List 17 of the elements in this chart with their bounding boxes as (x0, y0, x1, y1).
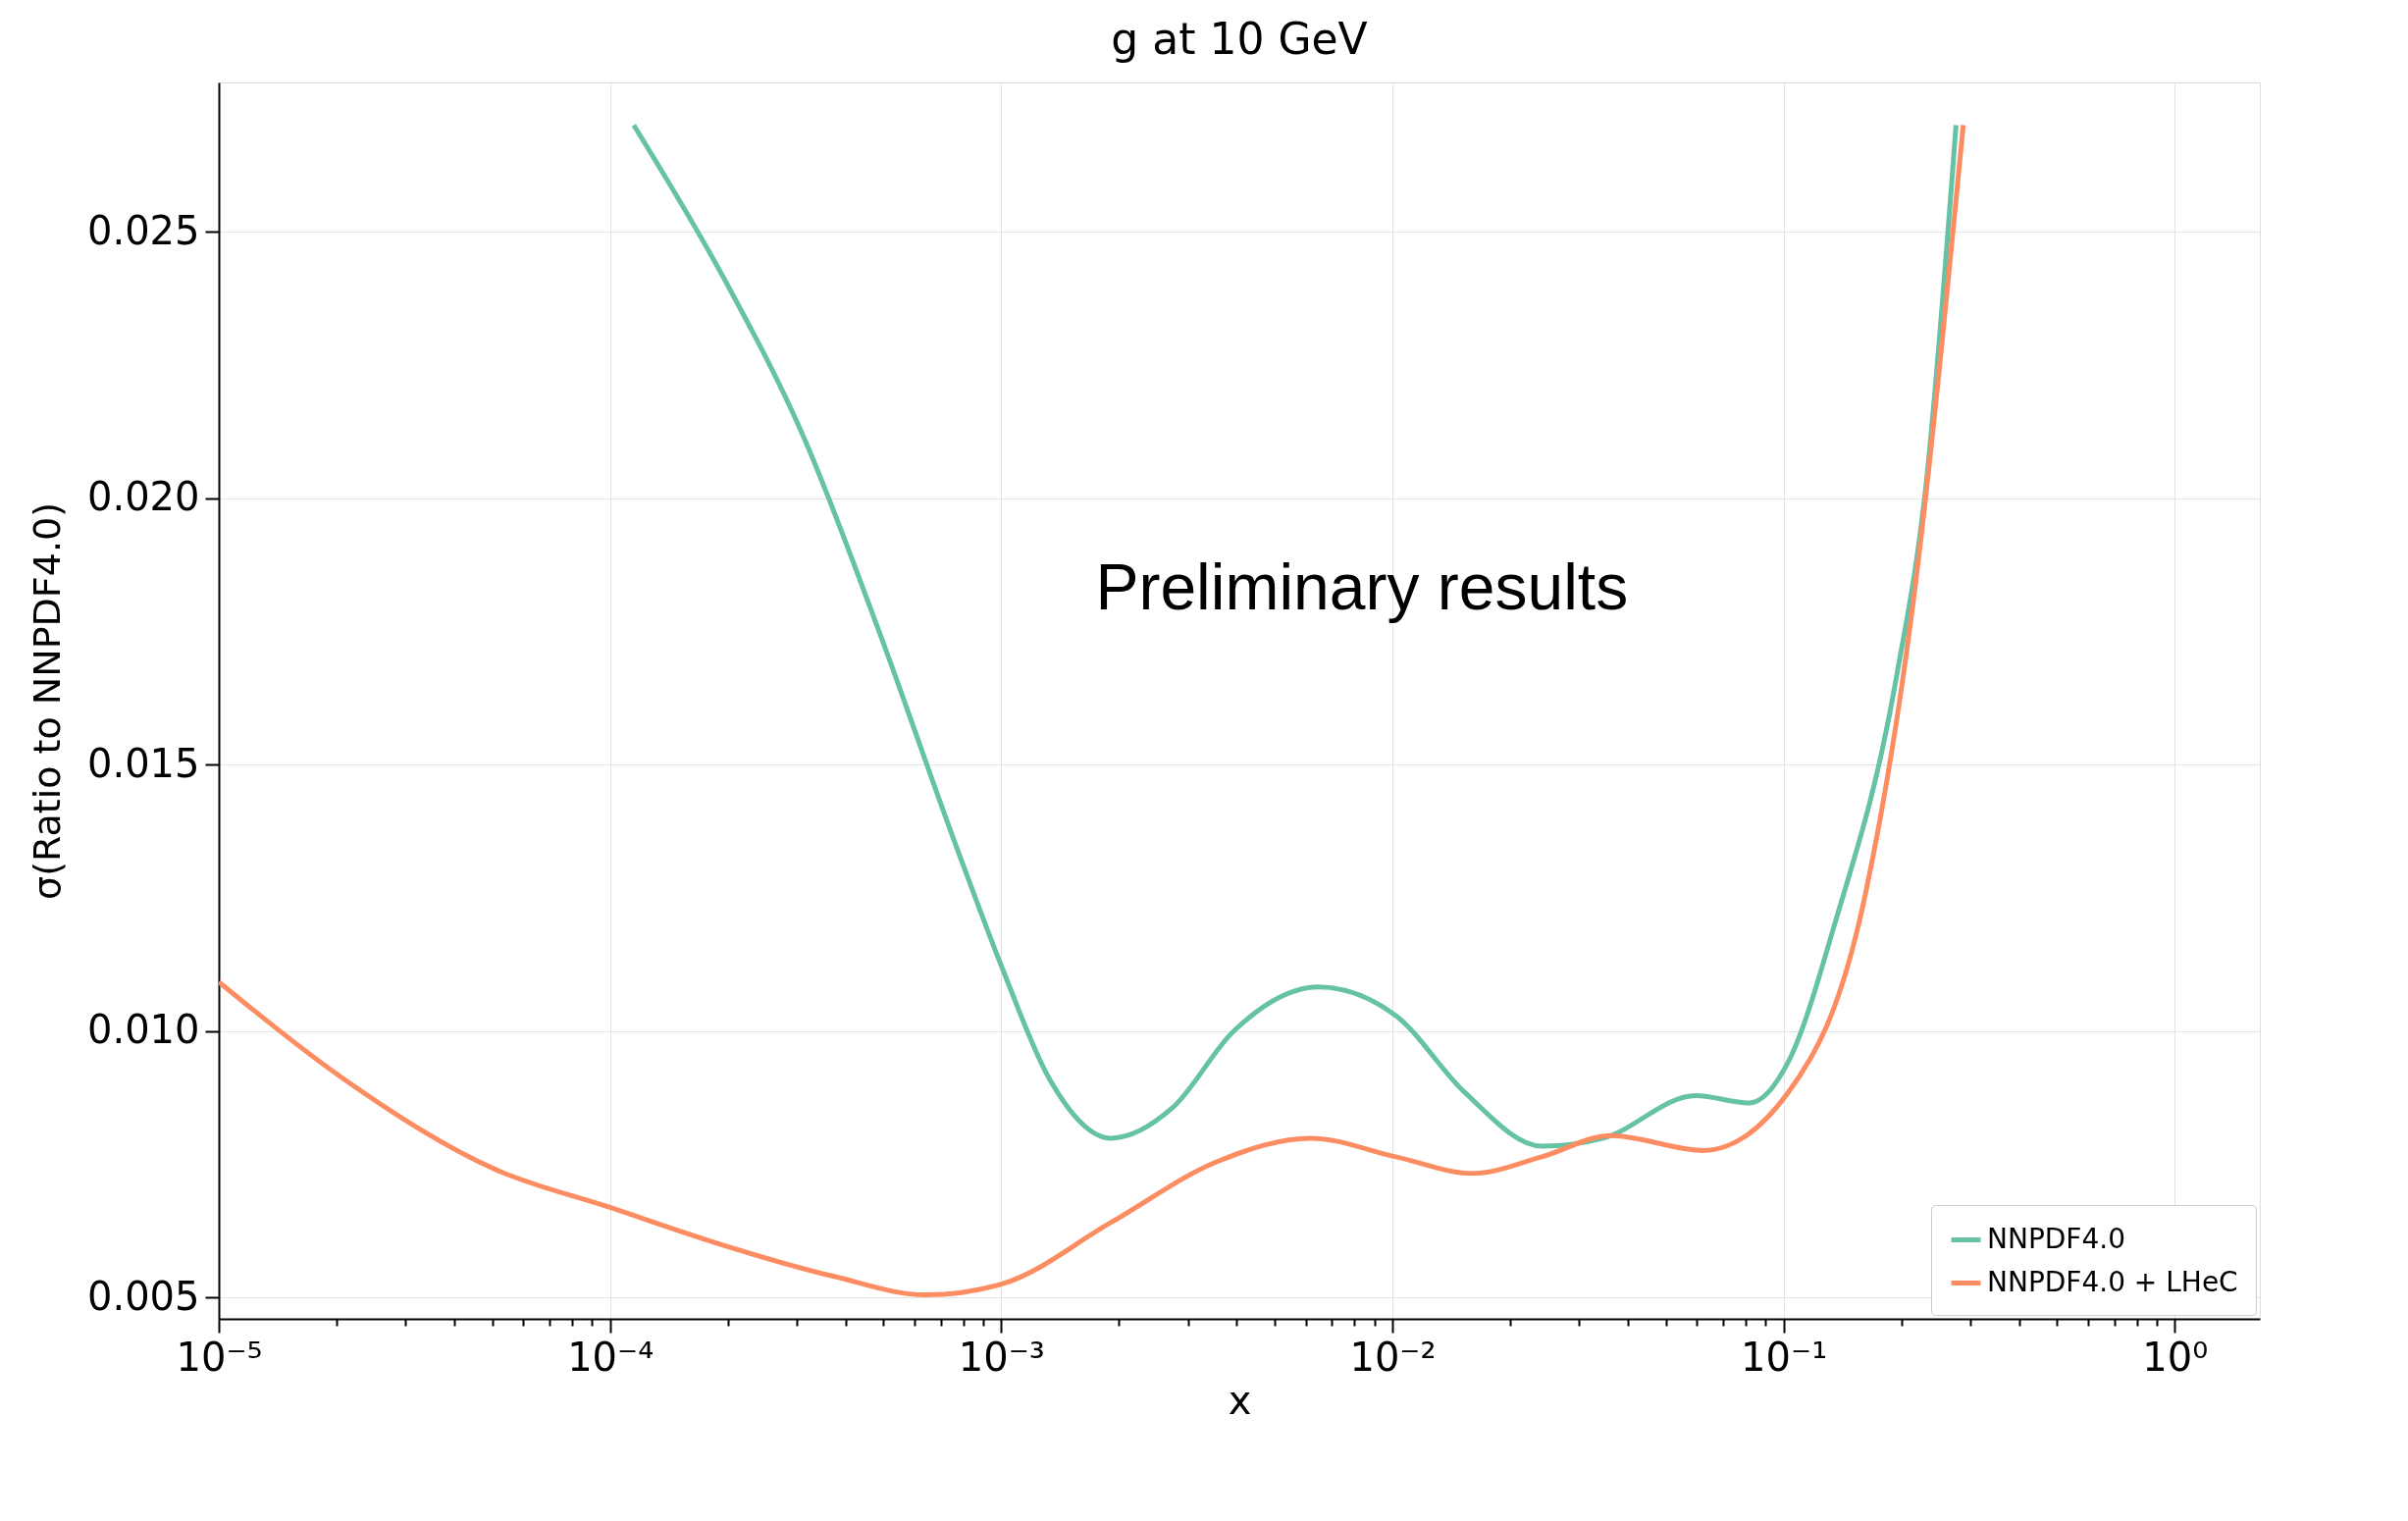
legend-label: NNPDF4.0 + LHeC (1987, 1265, 2238, 1298)
x-tick-label: 10⁻³ (958, 1334, 1045, 1380)
x-tick-label: 10⁻⁵ (176, 1334, 263, 1380)
annotation: Preliminary results (1095, 550, 1629, 623)
x-tick-label: 10⁰ (2142, 1334, 2209, 1380)
x-tick-label: 10⁻¹ (1741, 1334, 1828, 1380)
y-tick-label: 0.005 (86, 1273, 200, 1319)
y-tick-label: 0.025 (86, 207, 200, 253)
x-tick-label: 10⁻⁴ (567, 1334, 654, 1380)
x-tick-label: 10⁻² (1349, 1334, 1437, 1380)
y-tick-label: 0.020 (86, 474, 200, 520)
legend-label: NNPDF4.0 (1987, 1222, 2125, 1255)
x-axis-title: x (1228, 1377, 1252, 1423)
y-axis-title: σ(Ratio to NNPDF4.0) (25, 502, 69, 900)
y-tick-label: 0.015 (86, 740, 200, 786)
y-tick-label: 0.010 (86, 1007, 200, 1053)
chart-title: g at 10 GeV (1111, 14, 1368, 64)
